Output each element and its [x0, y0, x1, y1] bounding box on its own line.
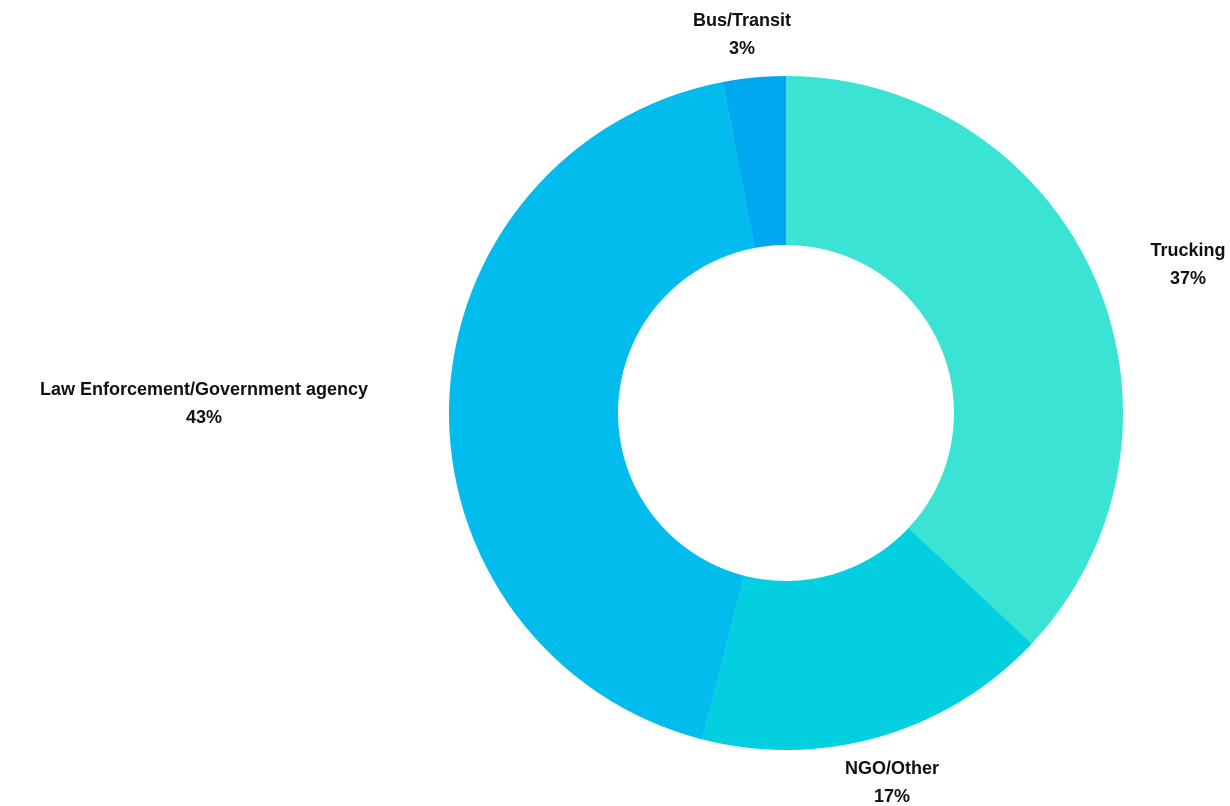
slice-ngo-other	[702, 528, 1032, 751]
slice-label-bus-transit: Bus/Transit	[693, 10, 791, 30]
slice-value-trucking: 37%	[1170, 268, 1206, 288]
labels-group: Trucking 37% NGO/Other 17% Law Enforceme…	[40, 10, 1226, 806]
slice-bus-transit	[722, 76, 786, 248]
slice-law-enforcement-government-agency	[448, 81, 755, 740]
slice-label-law-enforcement: Law Enforcement/Government agency	[40, 379, 368, 399]
slice-label-trucking: Trucking	[1150, 240, 1225, 260]
slice-trucking	[786, 76, 1123, 644]
slice-value-law-enforcement: 43%	[186, 407, 222, 427]
slice-label-ngo-other: NGO/Other	[845, 758, 939, 778]
slice-value-bus-transit: 3%	[729, 38, 755, 58]
slice-value-ngo-other: 17%	[874, 786, 910, 806]
slices-group	[448, 76, 1123, 751]
